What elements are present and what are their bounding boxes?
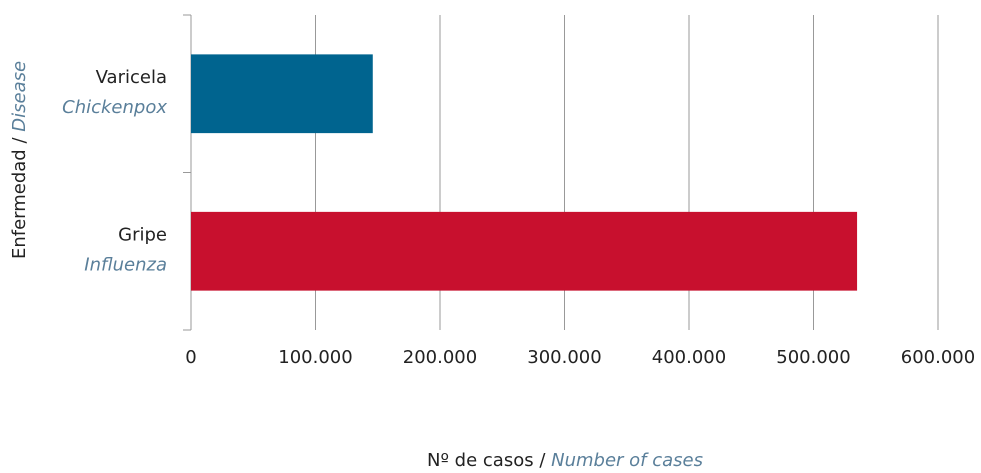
x-tick-label: 500.000 xyxy=(776,347,850,368)
y-axis-label: Enfermedad / Disease xyxy=(9,61,30,259)
y-label-translation: Disease xyxy=(9,61,30,132)
y-tick-translation: Influenza xyxy=(84,254,167,275)
bar xyxy=(191,211,858,291)
x-tick-label: 400.000 xyxy=(652,347,726,368)
x-label-text: Nº de casos / xyxy=(427,450,546,471)
x-tick-label: 300.000 xyxy=(527,347,601,368)
x-tick-label: 200.000 xyxy=(403,347,477,368)
x-label-translation: Number of cases xyxy=(551,450,703,471)
bar xyxy=(191,54,373,134)
y-tick-label: Varicela xyxy=(96,67,167,88)
x-axis-label: Nº de casos / Number of cases xyxy=(427,450,703,471)
x-tick-label: 0 xyxy=(185,347,196,368)
y-label-text: Enfermedad / xyxy=(9,137,30,259)
x-tick-label: 600.000 xyxy=(901,347,975,368)
y-tick-translation: Chickenpox xyxy=(62,97,167,118)
x-tick-label: 100.000 xyxy=(278,347,352,368)
y-tick-label: Gripe xyxy=(118,224,167,245)
